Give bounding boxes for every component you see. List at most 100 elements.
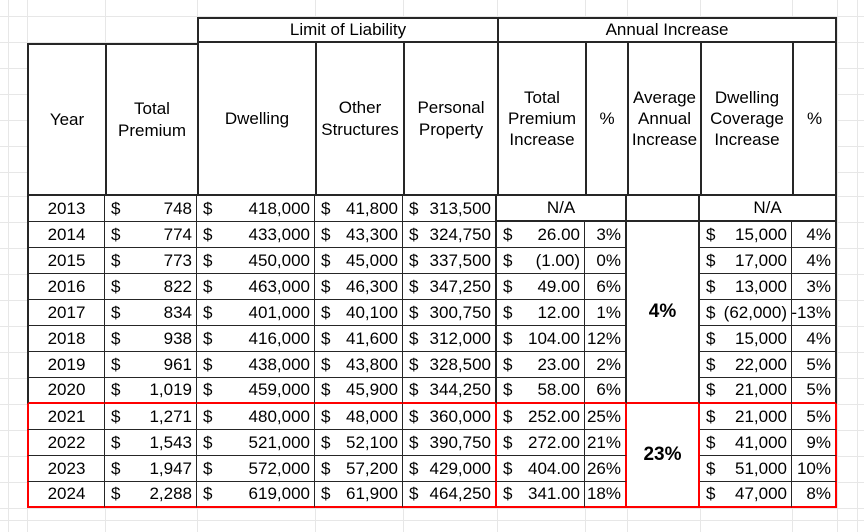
cell-dwelling-increase-pct-2017[interactable]: -13% xyxy=(792,300,837,326)
cell-personal-property-2018[interactable]: $312,000 xyxy=(403,326,497,352)
cell-dwelling-increase-pct-2024[interactable]: 8% xyxy=(792,482,837,508)
cell-other-structures-2018[interactable]: $41,600 xyxy=(315,326,403,352)
col-header-dwelling[interactable]: Dwelling xyxy=(197,43,315,196)
cell-year-2018[interactable]: 2018 xyxy=(27,326,105,352)
cell-premium-increase-2021[interactable]: $252.00 xyxy=(497,404,585,430)
cell-other-structures-2023[interactable]: $57,200 xyxy=(315,456,403,482)
cell-other-structures-2017[interactable]: $40,100 xyxy=(315,300,403,326)
cell-personal-property-2020[interactable]: $344,250 xyxy=(403,378,497,404)
cell-year-2022[interactable]: 2022 xyxy=(27,430,105,456)
col-header-dwelling-coverage-increase[interactable]: Dwelling Coverage Increase xyxy=(700,43,792,196)
cell-year-2024[interactable]: 2024 xyxy=(27,482,105,508)
cell-year-2014[interactable]: 2014 xyxy=(27,222,105,248)
cell-total-premium-2014[interactable]: $774 xyxy=(105,222,197,248)
cell-average-annual-increase-2014-2020[interactable]: 4% xyxy=(627,222,700,404)
cell-dwelling-increase-2018[interactable]: $15,000 xyxy=(700,326,792,352)
cell-personal-property-2015[interactable]: $337,500 xyxy=(403,248,497,274)
limit-of-liability-group-header[interactable]: Limit of Liability xyxy=(197,17,497,43)
cell-personal-property-2023[interactable]: $429,000 xyxy=(403,456,497,482)
cell-dwelling-2020[interactable]: $459,000 xyxy=(197,378,315,404)
cell-other-structures-2022[interactable]: $52,100 xyxy=(315,430,403,456)
cell-dwelling-increase-pct-2018[interactable]: 4% xyxy=(792,326,837,352)
cell-total-premium-2020[interactable]: $1,019 xyxy=(105,378,197,404)
cell-personal-property-2016[interactable]: $347,250 xyxy=(403,274,497,300)
cell-dwelling-increase-2024[interactable]: $47,000 xyxy=(700,482,792,508)
cell-premium-increase-2017[interactable]: $12.00 xyxy=(497,300,585,326)
cell-other-structures-2020[interactable]: $45,900 xyxy=(315,378,403,404)
col-header-average-annual-increase[interactable]: Average Annual Increase xyxy=(627,43,700,196)
cell-dwelling-2017[interactable]: $401,000 xyxy=(197,300,315,326)
cell-total-premium-2022[interactable]: $1,543 xyxy=(105,430,197,456)
cell-personal-property-2013[interactable]: $313,500 xyxy=(403,196,497,222)
cell-total-premium-2024[interactable]: $2,288 xyxy=(105,482,197,508)
cell-dwelling-increase-pct-2014[interactable]: 4% xyxy=(792,222,837,248)
cell-premium-increase-pct-2023[interactable]: 26% xyxy=(585,456,627,482)
cell-year-2015[interactable]: 2015 xyxy=(27,248,105,274)
cell-premium-increase-pct-2024[interactable]: 18% xyxy=(585,482,627,508)
cell-total-premium-2018[interactable]: $938 xyxy=(105,326,197,352)
col-header-dwelling-increase-pct[interactable]: % xyxy=(792,43,837,196)
col-header-year[interactable]: Year xyxy=(27,43,105,196)
cell-dwelling-increase-2017[interactable]: $ (62,000) xyxy=(700,300,792,326)
cell-personal-property-2019[interactable]: $328,500 xyxy=(403,352,497,378)
cell-premium-increase-pct-2014[interactable]: 3% xyxy=(585,222,627,248)
cell-dwelling-2024[interactable]: $619,000 xyxy=(197,482,315,508)
cell-premium-increase-2024[interactable]: $341.00 xyxy=(497,482,585,508)
annual-increase-group-header[interactable]: Annual Increase xyxy=(497,17,837,43)
cell-premium-increase-2019[interactable]: $23.00 xyxy=(497,352,585,378)
cell-premium-increase-pct-2022[interactable]: 21% xyxy=(585,430,627,456)
cell-dwelling-2021[interactable]: $480,000 xyxy=(197,404,315,430)
cell-average-annual-blank[interactable] xyxy=(627,196,700,222)
cell-total-premium-2021[interactable]: $1,271 xyxy=(105,404,197,430)
cell-dwelling-increase-pct-2015[interactable]: 4% xyxy=(792,248,837,274)
cell-dwelling-increase-pct-2023[interactable]: 10% xyxy=(792,456,837,482)
cell-total-premium-2017[interactable]: $834 xyxy=(105,300,197,326)
cell-premium-increase-2022[interactable]: $272.00 xyxy=(497,430,585,456)
cell-dwelling-increase-pct-2019[interactable]: 5% xyxy=(792,352,837,378)
cell-year-2016[interactable]: 2016 xyxy=(27,274,105,300)
col-header-total-premium-increase[interactable]: Total Premium Increase xyxy=(497,43,585,196)
cell-dwelling-increase-pct-2021[interactable]: 5% xyxy=(792,404,837,430)
cell-dwelling-increase-2021[interactable]: $21,000 xyxy=(700,404,792,430)
cell-dwelling-2019[interactable]: $438,000 xyxy=(197,352,315,378)
cell-dwelling-2018[interactable]: $416,000 xyxy=(197,326,315,352)
cell-premium-increase-pct-2015[interactable]: 0% xyxy=(585,248,627,274)
cell-dwelling-increase-na[interactable]: N/A xyxy=(700,196,837,222)
cell-year-2017[interactable]: 2017 xyxy=(27,300,105,326)
cell-personal-property-2021[interactable]: $360,000 xyxy=(403,404,497,430)
cell-other-structures-2015[interactable]: $45,000 xyxy=(315,248,403,274)
cell-dwelling-increase-2014[interactable]: $15,000 xyxy=(700,222,792,248)
cell-personal-property-2017[interactable]: $300,750 xyxy=(403,300,497,326)
cell-premium-increase-na[interactable]: N/A xyxy=(497,196,627,222)
cell-dwelling-increase-2020[interactable]: $21,000 xyxy=(700,378,792,404)
cell-other-structures-2024[interactable]: $61,900 xyxy=(315,482,403,508)
cell-total-premium-2023[interactable]: $1,947 xyxy=(105,456,197,482)
cell-year-2021[interactable]: 2021 xyxy=(27,404,105,430)
col-header-other-structures[interactable]: Other Structures xyxy=(315,43,403,196)
cell-total-premium-2013[interactable]: $748 xyxy=(105,196,197,222)
cell-other-structures-2014[interactable]: $43,300 xyxy=(315,222,403,248)
cell-year-2020[interactable]: 2020 xyxy=(27,378,105,404)
cell-average-annual-increase-2021-2024[interactable]: 23% xyxy=(627,404,700,508)
cell-dwelling-2014[interactable]: $433,000 xyxy=(197,222,315,248)
cell-dwelling-increase-pct-2016[interactable]: 3% xyxy=(792,274,837,300)
cell-dwelling-increase-2023[interactable]: $51,000 xyxy=(700,456,792,482)
cell-dwelling-2015[interactable]: $450,000 xyxy=(197,248,315,274)
cell-premium-increase-2018[interactable]: $104.00 xyxy=(497,326,585,352)
cell-other-structures-2016[interactable]: $46,300 xyxy=(315,274,403,300)
cell-dwelling-2016[interactable]: $463,000 xyxy=(197,274,315,300)
cell-personal-property-2024[interactable]: $464,250 xyxy=(403,482,497,508)
cell-dwelling-2013[interactable]: $418,000 xyxy=(197,196,315,222)
cell-total-premium-2016[interactable]: $822 xyxy=(105,274,197,300)
cell-year-2023[interactable]: 2023 xyxy=(27,456,105,482)
cell-personal-property-2014[interactable]: $324,750 xyxy=(403,222,497,248)
col-header-premium-increase-pct[interactable]: % xyxy=(585,43,627,196)
cell-dwelling-increase-2022[interactable]: $41,000 xyxy=(700,430,792,456)
cell-dwelling-2023[interactable]: $572,000 xyxy=(197,456,315,482)
cell-year-2013[interactable]: 2013 xyxy=(27,196,105,222)
cell-premium-increase-2015[interactable]: $ (1.00) xyxy=(497,248,585,274)
cell-total-premium-2015[interactable]: $773 xyxy=(105,248,197,274)
cell-personal-property-2022[interactable]: $390,750 xyxy=(403,430,497,456)
cell-premium-increase-pct-2016[interactable]: 6% xyxy=(585,274,627,300)
cell-other-structures-2019[interactable]: $43,800 xyxy=(315,352,403,378)
